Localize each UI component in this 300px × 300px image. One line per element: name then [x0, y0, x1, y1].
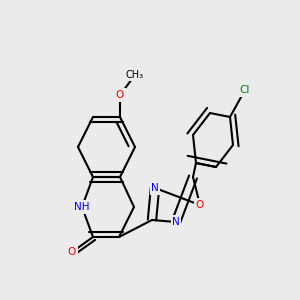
Text: NH: NH [74, 202, 90, 212]
Text: CH₃: CH₃ [126, 70, 144, 80]
Text: O: O [68, 247, 76, 257]
Text: N: N [151, 183, 159, 193]
Text: O: O [196, 200, 204, 210]
Text: O: O [116, 90, 124, 100]
Text: N: N [172, 217, 180, 227]
Text: Cl: Cl [240, 85, 250, 95]
